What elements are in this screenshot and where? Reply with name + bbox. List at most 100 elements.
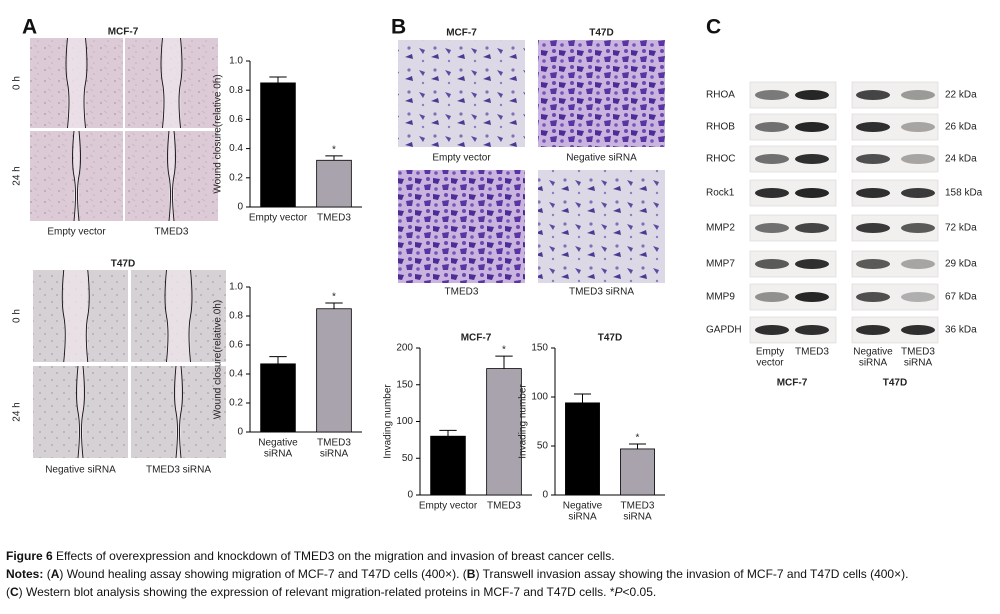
note-text: ( [46,567,51,581]
protein-label: RHOB [706,122,735,133]
error-bar [439,429,457,437]
wound-gap [169,131,174,221]
x-tick-label: siRNA [623,512,652,523]
y-axis-label: Invading number [518,384,529,459]
panel-label: A [22,16,37,39]
size-label: 24 kDa [945,154,977,165]
y-tick-label: 150 [531,343,548,354]
blot-band [901,292,935,302]
micrograph [398,170,525,283]
blot-band [755,122,789,132]
y-axis-label: Invading number [383,384,394,459]
protein-label: GAPDH [706,325,742,336]
micrograph [538,40,665,147]
note-text: ) Western blot analysis showing the expr… [18,585,615,599]
image-label: Empty vector [47,227,106,238]
row-label: 24 h [12,402,23,421]
y-tick-label: 0.2 [229,172,243,183]
micrograph [398,40,525,147]
size-label: 72 kDa [945,223,977,234]
y-tick-label: 50 [537,441,549,452]
note-text: ( [6,585,10,599]
error-bar [495,355,513,369]
blot-band [901,188,935,198]
size-label: 22 kDa [945,90,977,101]
wound-edge [81,365,85,459]
x-tick-label: Negative [563,501,603,512]
protein-label: Rock1 [706,188,735,199]
y-tick-label: 0.2 [229,398,243,409]
y-tick-label: 1.0 [229,282,243,293]
note-panel: C [10,585,19,599]
wound-gap [166,270,191,362]
wound-edge [77,130,81,222]
bar [260,82,296,208]
note-text: ) Transwell invasion assay showing the i… [475,567,909,581]
blot-band [795,325,829,335]
blot-band [755,292,789,302]
x-tick-label: TMED3 [487,501,521,512]
lane-label: TMED3 [795,347,829,358]
x-tick-label: siRNA [568,512,597,523]
lane-label: TMED3 [901,347,935,358]
significance: * [502,345,506,356]
x-tick-label: Empty vector [249,213,308,224]
wound-edge [164,269,169,363]
bar [620,448,655,496]
lane-label: siRNA [904,358,933,369]
wound-edge [85,269,90,363]
significance: * [332,145,336,156]
bar [565,402,600,496]
bar [316,308,352,433]
size-label: 158 kDa [945,188,983,199]
blot-band [901,154,935,164]
figure-label: Figure 6 [6,549,53,563]
blot-band [795,90,829,100]
image-label: TMED3 [445,287,479,298]
wound-edge [178,37,183,129]
blot-band [856,122,890,132]
group-label: MCF-7 [777,378,808,389]
blot-band [856,188,890,198]
bar [486,368,522,496]
wound-gap [176,366,181,458]
image-label: TMED3 [155,227,189,238]
row-label: 24 h [12,166,23,185]
lane-label: Negative [853,347,893,358]
note-text: ) Wound healing assay showing migration … [59,567,467,581]
blot-band [856,292,890,302]
y-tick-label: 0 [237,427,243,438]
wound-edge [65,37,70,129]
size-label: 36 kDa [945,325,977,336]
significance: * [332,292,336,303]
y-tick-label: 0.4 [229,369,243,380]
error-bar [628,443,647,449]
caption-title: Effects of overexpression and knockdown … [56,549,615,563]
figure: A B C MCF-7 0 h 24 h Empty vector TMED3 T47D 0… [12,16,983,523]
panel-label: C [706,16,721,39]
x-tick-label: TMED3 [621,501,655,512]
y-tick-label: 200 [396,343,413,354]
wound-edge [76,365,80,459]
blot-band [856,90,890,100]
protein-label: MMP2 [706,223,735,234]
wound-edge [179,365,183,459]
error-bar [269,356,287,364]
error-bar [573,393,592,403]
blot-band [755,325,789,335]
group-title: MCF-7 [446,28,477,39]
y-tick-label: 0.8 [229,311,243,322]
row-label: 0 h [12,309,23,323]
caption-title-line: Figure 6 Effects of overexpression and k… [6,547,908,565]
y-tick-label: 100 [396,416,413,427]
y-tick-label: 0.4 [229,143,243,154]
blot-band [856,223,890,233]
blot-band [755,259,789,269]
blot-band [795,259,829,269]
wound-gap [162,38,181,128]
wound-edge [61,269,66,363]
note-text: P [614,585,623,599]
blot-band [795,122,829,132]
blot-band [901,90,935,100]
